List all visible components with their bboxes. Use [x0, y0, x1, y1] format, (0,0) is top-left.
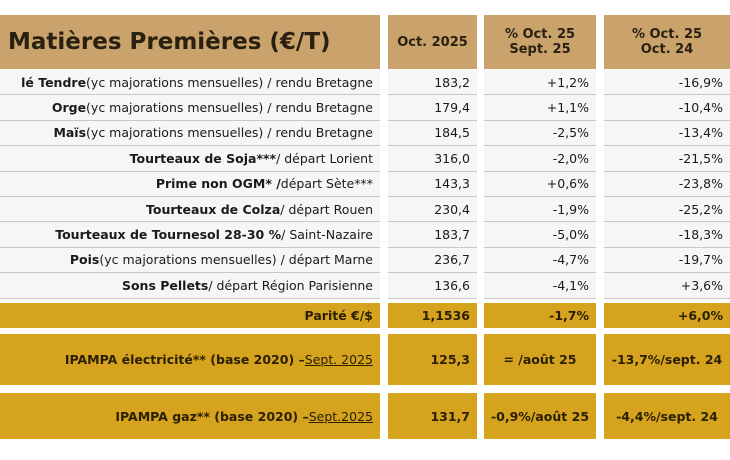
value-cell: -2,0% — [484, 146, 596, 172]
value-cell: -18,3% — [604, 222, 730, 248]
label-part: / départ Lorient — [276, 150, 373, 166]
value-cell: -4,1% — [484, 273, 596, 299]
header-cell: Oct. 2025 — [388, 15, 477, 69]
value-cell: -21,5% — [604, 146, 730, 172]
value-cell: -1,9% — [484, 197, 596, 223]
value-cell: 136,6 — [388, 273, 477, 299]
row-label: Tourteaux de Tournesol 28-30 % / Saint-N… — [0, 222, 380, 248]
value-cell: 179,4 — [388, 95, 477, 121]
label-part: Tourteaux de Colza — [146, 201, 281, 217]
row-label: Maïs (yc majorations mensuelles) / rendu… — [0, 120, 380, 147]
value-cell: +0,6% — [484, 171, 596, 197]
value-cell: +3,6% — [604, 273, 730, 299]
header-title: Matières Premières (€/T) — [0, 15, 380, 69]
label-part: Tourteaux de Soja*** — [129, 150, 277, 166]
value-cell: 183,2 — [388, 70, 477, 96]
header-line: Oct. 2025 — [397, 34, 468, 50]
row-label: lé Tendre (yc majorations mensuelles) / … — [0, 70, 380, 96]
row-label: Tourteaux de Colza / départ Rouen — [0, 197, 380, 223]
label-part: Sept.2025 — [308, 408, 373, 424]
label-part: / départ Région Parisienne — [208, 277, 373, 293]
value-cell: -16,9% — [604, 70, 730, 96]
label-part: Pois — [69, 252, 100, 268]
value-cell: 143,3 — [388, 171, 477, 197]
footer-value: +6,0% — [604, 303, 730, 328]
label-part: / départ Rouen — [280, 201, 373, 217]
label-part: Tourteaux de Tournesol 28-30 % — [55, 227, 282, 243]
value-cell: -2,5% — [484, 120, 596, 147]
footer-value: -13,7%/sept. 24 — [604, 334, 730, 385]
label-part: Maïs — [53, 125, 87, 141]
value-cell: -5,0% — [484, 222, 596, 248]
label-part: Sept. 2025 — [304, 352, 373, 367]
value-cell: 183,7 — [388, 222, 477, 248]
label-part: Prime non OGM* / — [155, 176, 281, 192]
value-cell: -4,7% — [484, 247, 596, 274]
row-label: Orge (yc majorations mensuelles) / rendu… — [0, 95, 380, 121]
header-line: Oct. 24 — [640, 42, 694, 57]
label-part: Parité €/$ — [304, 308, 373, 323]
row-label: Pois (yc majorations mensuelles) / dépar… — [0, 247, 380, 274]
footer-label: Parité €/$ — [0, 303, 380, 328]
value-cell: 316,0 — [388, 146, 477, 172]
label-part: IPAMPA électricité** (base 2020) – — [64, 352, 305, 367]
value-cell: -13,4% — [604, 120, 730, 147]
value-cell: -25,2% — [604, 197, 730, 223]
value-cell: +1,1% — [484, 95, 596, 121]
footer-value: -0,9%/août 25 — [484, 393, 596, 439]
label-part: (yc majorations mensuelles) / rendu Bret… — [86, 74, 373, 90]
header-line: Sept. 25 — [509, 42, 571, 57]
value-cell: +1,2% — [484, 70, 596, 96]
header-cell: % Oct. 25 Oct. 24 — [604, 15, 730, 69]
label-part: IPAMPA gaz** (base 2020) – — [115, 408, 309, 424]
label-part: (yc majorations mensuelles) / rendu Bret… — [86, 125, 373, 141]
label-part: / Saint-Nazaire — [281, 227, 373, 243]
row-label: Prime non OGM* / départ Sète*** — [0, 171, 380, 197]
footer-value: -1,7% — [484, 303, 596, 328]
value-cell: 236,7 — [388, 247, 477, 274]
footer-value: 131,7 — [388, 393, 477, 439]
footer-value: = /août 25 — [484, 334, 596, 385]
footer-value: 125,3 — [388, 334, 477, 385]
footer-value: -4,4%/sept. 24 — [604, 393, 730, 439]
label-part: lé Tendre — [21, 74, 87, 90]
value-cell: -23,8% — [604, 171, 730, 197]
value-cell: 230,4 — [388, 197, 477, 223]
footer-label: IPAMPA gaz** (base 2020) – Sept.2025 — [0, 393, 380, 439]
label-part: Orge — [51, 100, 87, 116]
label-part: (yc majorations mensuelles) / départ Mar… — [99, 252, 373, 268]
row-label: Tourteaux de Soja*** / départ Lorient — [0, 146, 380, 172]
header-line: % Oct. 25 — [631, 27, 703, 42]
label-part: (yc majorations mensuelles) / rendu Bret… — [86, 100, 373, 116]
footer-value: 1,1536 — [388, 303, 477, 328]
footer-label: IPAMPA électricité** (base 2020) – Sept.… — [0, 334, 380, 385]
value-cell: -10,4% — [604, 95, 730, 121]
row-label: Sons Pellets / départ Région Parisienne — [0, 273, 380, 299]
label-part: départ Sète*** — [280, 176, 373, 192]
header-cell: % Oct. 25 Sept. 25 — [484, 15, 596, 69]
header-line: % Oct. 25 — [504, 27, 576, 42]
value-cell: 184,5 — [388, 120, 477, 147]
value-cell: -19,7% — [604, 247, 730, 274]
label-part: Sons Pellets — [121, 277, 209, 293]
